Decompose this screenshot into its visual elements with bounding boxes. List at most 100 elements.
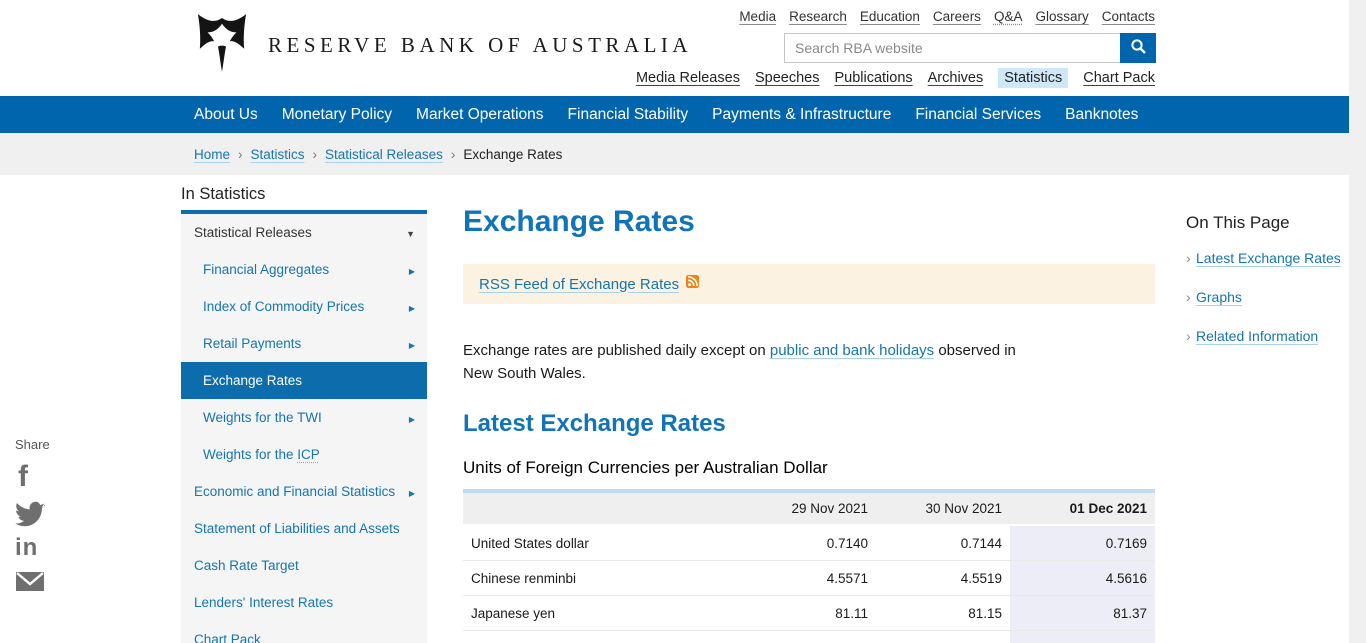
sidebar-item-weights-twi[interactable]: Weights for the TWI: [181, 399, 427, 436]
utility-link-careers[interactable]: Careers: [932, 9, 981, 24]
secondary-link-statistics[interactable]: Statistics: [998, 68, 1069, 88]
breadcrumb-home[interactable]: Home: [194, 146, 231, 162]
secondary-link-chart-pack[interactable]: Chart Pack: [1083, 70, 1155, 86]
table-header-date-3: 01 Dec 2021: [1069, 501, 1147, 516]
rss-icon: [686, 275, 700, 293]
breadcrumb-separator: [238, 147, 243, 162]
sidebar-item-retail-payments[interactable]: Retail Payments: [181, 325, 427, 362]
table-row: Chinese renminbi 4.5571 4.5519 4.5616: [463, 560, 1155, 596]
rba-logo[interactable]: RESERVE BANK OF AUSTRALIA: [196, 12, 692, 79]
nav-financial-services[interactable]: Financial Services: [915, 105, 1042, 123]
breadcrumb-separator: [313, 147, 318, 162]
currency-label: European euro: [463, 630, 771, 643]
secondary-link-speeches[interactable]: Speeches: [754, 70, 820, 86]
utility-link-contacts[interactable]: Contacts: [1101, 9, 1155, 24]
chevron-right-icon: [409, 262, 415, 277]
site-search: [784, 33, 1156, 63]
rate-value: 4.5616: [1010, 560, 1155, 596]
chevron-right-icon: [409, 336, 415, 351]
nav-financial-stability[interactable]: Financial Stability: [567, 105, 689, 123]
chevron-right-icon: [409, 299, 415, 314]
rate-value: 4.5571: [771, 560, 876, 596]
public-bank-holidays-link[interactable]: public and bank holidays: [769, 342, 935, 359]
utility-link-glossary[interactable]: Glossary: [1035, 9, 1089, 24]
page-title: Exchange Rates: [463, 205, 695, 238]
utility-link-qa[interactable]: Q&A: [993, 9, 1023, 24]
on-page-link-latest-exchange-rates[interactable]: Latest Exchange Rates: [1186, 250, 1356, 266]
table-header-currency: [463, 491, 771, 525]
email-icon[interactable]: [15, 569, 52, 593]
sidebar-item-statement-liabilities-assets[interactable]: Statement of Liabilities and Assets: [194, 521, 400, 536]
secondary-link-archives[interactable]: Archives: [927, 70, 984, 86]
breadcrumb: Home Statistics Statistical Releases Exc…: [0, 133, 1349, 175]
currency-label: Japanese yen: [463, 595, 771, 631]
rss-feed-box: RSS Feed of Exchange Rates: [463, 264, 1155, 304]
sidebar-item-economic-financial-statistics[interactable]: Economic and Financial Statistics: [181, 473, 427, 510]
sidebar-item-cash-rate-target[interactable]: Cash Rate Target: [194, 558, 299, 573]
search-button[interactable]: [1120, 33, 1156, 63]
on-this-page-rail: On This Page Latest Exchange Rates Graph…: [1186, 213, 1356, 367]
sidebar-item-chart-pack[interactable]: Chart Pack: [194, 632, 261, 643]
rate-value: 0.6323: [876, 630, 1010, 643]
main-content: Exchange Rates RSS Feed of Exchange Rate…: [463, 175, 1155, 643]
icp-abbr: ICP: [297, 447, 320, 462]
rate-value: 0.6326: [1010, 630, 1155, 643]
currency-label: United States dollar: [471, 536, 589, 551]
secondary-link-publications[interactable]: Publications: [834, 70, 913, 86]
breadcrumb-statistics[interactable]: Statistics: [250, 146, 305, 162]
currency-label: Chinese renminbi: [463, 560, 771, 596]
table-header-date-2: 30 Nov 2021: [925, 501, 1002, 516]
nav-monetary-policy[interactable]: Monetary Policy: [281, 105, 393, 123]
primary-nav: About Us Monetary Policy Market Operatio…: [0, 96, 1349, 133]
intro-paragraph: Exchange rates are published daily excep…: [463, 342, 1016, 382]
table-header-row: 29 Nov 2021 30 Nov 2021 01 Dec 2021: [463, 491, 1155, 525]
table-header-date-1: 29 Nov 2021: [791, 501, 868, 516]
sidebar-item-financial-aggregates[interactable]: Financial Aggregates: [181, 251, 427, 288]
sidebar-item-weights-icp[interactable]: Weights for the ICP: [203, 447, 320, 462]
nav-about-us[interactable]: About Us: [194, 105, 258, 123]
on-this-page-title: On This Page: [1186, 213, 1290, 232]
statistics-sidebar: In Statistics Statistical Releases Finan…: [181, 185, 427, 643]
breadcrumb-statistical-releases[interactable]: Statistical Releases: [325, 146, 443, 162]
rate-value: 0.7140: [826, 536, 868, 551]
table-row: Japanese yen 81.11 81.15 81.37: [463, 595, 1155, 631]
linkedin-icon[interactable]: in: [15, 534, 39, 561]
rate-value: 0.6333: [771, 630, 876, 643]
nav-payments-infrastructure[interactable]: Payments & Infrastructure: [712, 105, 892, 123]
rate-value: 0.7144: [960, 536, 1002, 551]
secondary-link-media-releases[interactable]: Media Releases: [635, 70, 740, 86]
rate-value: 81.37: [1010, 595, 1155, 631]
utility-link-media[interactable]: Media: [739, 9, 777, 24]
sidebar-menu: Statistical Releases Financial Aggregate…: [181, 210, 427, 643]
twitter-icon[interactable]: [15, 501, 52, 527]
sidebar-item-lenders-interest-rates[interactable]: Lenders' Interest Rates: [194, 595, 334, 610]
nav-market-operations[interactable]: Market Operations: [416, 105, 544, 123]
rate-value: 0.7169: [1010, 525, 1155, 561]
table-row: European euro 0.6333 0.6323 0.6326: [463, 630, 1155, 643]
utility-nav: Media Research Education Careers Q&A Glo…: [739, 9, 1155, 24]
utility-link-education[interactable]: Education: [859, 9, 920, 24]
sidebar-item-exchange-rates[interactable]: Exchange Rates: [181, 362, 427, 399]
sidebar-item-statistical-releases[interactable]: Statistical Releases: [181, 214, 427, 251]
on-page-link-related-information[interactable]: Related Information: [1186, 328, 1356, 344]
chevron-right-icon: [409, 484, 415, 499]
rate-value: 4.5519: [876, 560, 1010, 596]
breadcrumb-separator: [451, 147, 456, 162]
search-input[interactable]: [784, 33, 1120, 63]
search-icon: [1130, 38, 1147, 58]
chevron-right-icon: [409, 410, 415, 425]
browser-scrollbar[interactable]: [1349, 0, 1366, 643]
page-body: Share f in In Statistics Statistical Rel…: [0, 175, 1366, 643]
on-page-link-graphs[interactable]: Graphs: [1186, 289, 1356, 305]
facebook-icon[interactable]: f: [18, 460, 28, 493]
sidebar-item-index-of-commodity-prices[interactable]: Index of Commodity Prices: [181, 288, 427, 325]
rate-value: 81.15: [876, 595, 1010, 631]
utility-link-research[interactable]: Research: [789, 9, 847, 24]
rss-feed-link[interactable]: RSS Feed of Exchange Rates: [479, 275, 680, 293]
site-header: RESERVE BANK OF AUSTRALIA Media Research…: [0, 0, 1366, 96]
sidebar-title: In Statistics: [181, 185, 266, 203]
section-title-latest-exchange-rates: Latest Exchange Rates: [463, 410, 726, 437]
nav-banknotes[interactable]: Banknotes: [1065, 105, 1139, 123]
chevron-down-icon: [406, 225, 415, 240]
table-row: United States dollar 0.7140 0.7144 0.716…: [463, 525, 1155, 561]
